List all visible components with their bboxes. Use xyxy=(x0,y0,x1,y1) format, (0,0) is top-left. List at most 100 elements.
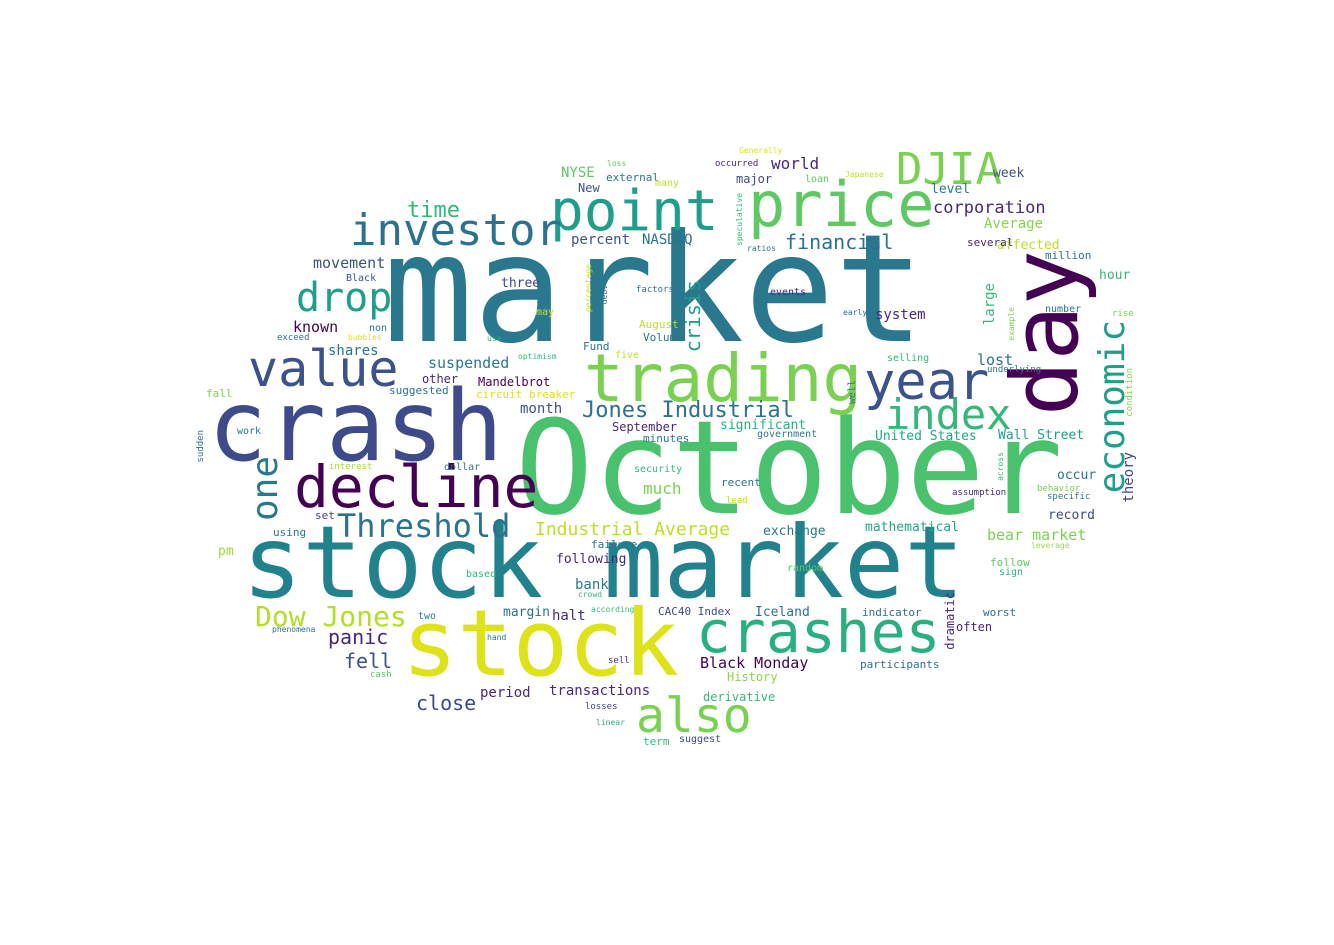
word: specific xyxy=(1047,492,1091,502)
word: trading xyxy=(584,340,863,417)
word: margin xyxy=(503,605,550,620)
word: NASDAQ xyxy=(642,232,693,248)
word: record xyxy=(1048,508,1095,523)
word: term xyxy=(643,735,670,748)
word: government xyxy=(757,429,818,440)
word: level xyxy=(931,182,971,197)
word: Iceland xyxy=(755,605,810,620)
word: Generally xyxy=(739,146,783,155)
word: decline xyxy=(294,453,539,521)
word: shares xyxy=(328,343,379,359)
word: Wall Street xyxy=(998,428,1085,443)
word: cash xyxy=(370,670,392,680)
word: mathematical xyxy=(865,520,959,535)
word: percent xyxy=(571,232,631,248)
word: bear market xyxy=(987,526,1087,544)
word: lead xyxy=(726,496,748,506)
word: bank xyxy=(575,577,609,593)
word: crisis xyxy=(681,280,705,353)
word: several xyxy=(967,236,1014,249)
word: affected xyxy=(997,238,1060,253)
word: dollar xyxy=(444,462,481,473)
word: may xyxy=(536,307,555,318)
word: loan xyxy=(805,174,830,185)
word: million xyxy=(1045,249,1092,262)
word: example xyxy=(1007,307,1016,341)
word: interest xyxy=(329,462,373,472)
word: factors xyxy=(636,285,674,295)
word: August xyxy=(639,318,679,331)
word: optimism xyxy=(518,352,557,361)
word: fall xyxy=(206,387,233,400)
word: often xyxy=(956,620,993,634)
word: crowd xyxy=(578,590,603,599)
word: hand xyxy=(487,633,507,642)
word: close xyxy=(416,691,477,715)
word: follow xyxy=(990,556,1030,569)
word: debt xyxy=(600,285,609,305)
word: drop xyxy=(296,275,393,321)
word: use xyxy=(487,334,502,343)
word: condition xyxy=(1125,368,1135,417)
word: percentage xyxy=(584,264,593,313)
word: suggested xyxy=(389,384,449,397)
word: Black xyxy=(346,273,377,284)
word: price xyxy=(748,168,935,241)
word: exchange xyxy=(763,524,826,539)
word: time xyxy=(407,198,460,223)
word: loss xyxy=(607,159,627,168)
word: underlying xyxy=(987,365,1042,375)
word: Industrial Average xyxy=(535,519,731,540)
word: market xyxy=(383,203,925,377)
word: exceed xyxy=(277,333,310,343)
word: transactions xyxy=(549,683,651,699)
word: set xyxy=(315,509,335,522)
word: fell xyxy=(344,649,393,673)
word: suspended xyxy=(428,354,510,372)
word: two xyxy=(418,611,437,622)
word: speculative xyxy=(735,193,744,246)
word: investor xyxy=(350,205,562,256)
word: NYSE xyxy=(561,165,595,181)
word: following xyxy=(556,552,627,567)
word: five xyxy=(615,350,640,361)
word: selling xyxy=(887,353,930,364)
word: Japanese xyxy=(845,170,884,179)
word: point xyxy=(550,179,719,244)
word: rise xyxy=(1112,309,1134,319)
word: early xyxy=(843,308,868,317)
word: halt xyxy=(552,608,586,624)
word: participants xyxy=(860,658,940,671)
word: significant xyxy=(720,418,807,433)
word: year xyxy=(864,352,990,412)
word: also xyxy=(636,688,752,744)
word: History xyxy=(727,670,778,684)
word: failure xyxy=(591,538,638,551)
word: across xyxy=(996,452,1005,481)
word: non xyxy=(369,323,388,334)
word: well xyxy=(847,380,858,405)
word: September xyxy=(612,420,678,434)
word: using xyxy=(273,526,307,539)
word: sudden xyxy=(196,430,206,463)
word: United States xyxy=(875,429,977,444)
word: major xyxy=(736,172,773,186)
word: New xyxy=(578,181,600,195)
word: security xyxy=(634,464,683,475)
word: system xyxy=(875,307,926,323)
word: hour xyxy=(1099,268,1131,283)
word: movement xyxy=(313,254,386,272)
word: Jones Industrial xyxy=(582,398,794,423)
word: Black Monday xyxy=(700,654,809,672)
word: Threshold xyxy=(337,507,511,545)
word: based xyxy=(466,569,497,580)
word: pm xyxy=(218,544,234,559)
word: work xyxy=(237,426,262,437)
word: crash xyxy=(208,370,504,484)
word: index xyxy=(885,390,1012,439)
word: stock xyxy=(402,590,679,697)
word: according xyxy=(591,605,635,614)
word: linear xyxy=(596,718,625,727)
word: large xyxy=(982,283,998,326)
word: much xyxy=(643,479,682,498)
